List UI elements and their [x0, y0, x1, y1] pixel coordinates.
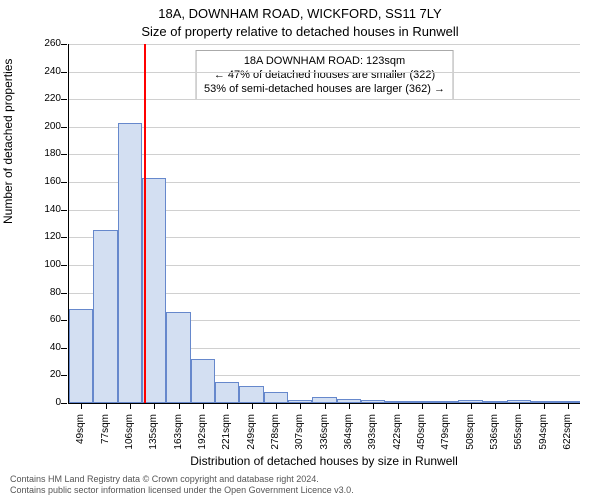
x-tick: [81, 403, 82, 409]
y-tick-label: 100: [25, 260, 61, 270]
x-tick: [154, 403, 155, 409]
x-tick-label: 163sqm: [174, 414, 184, 450]
x-tick-label: 249sqm: [247, 414, 257, 450]
x-tick-label: 106sqm: [125, 414, 135, 450]
reference-line: [144, 44, 146, 403]
y-tick-label: 260: [25, 39, 61, 49]
footer-line: Contains public sector information licen…: [10, 485, 590, 496]
y-tick: [61, 44, 67, 45]
x-tick-label: 135sqm: [149, 414, 159, 450]
y-tick: [61, 265, 67, 266]
y-tick: [61, 99, 67, 100]
x-tick: [519, 403, 520, 409]
x-tick-label: 336sqm: [320, 414, 330, 450]
info-box: 18A DOWNHAM ROAD: 123sqm ← 47% of detach…: [195, 50, 454, 100]
histogram-bar: [69, 309, 93, 403]
x-tick: [422, 403, 423, 409]
x-tick-label: 450sqm: [417, 414, 427, 450]
x-tick: [495, 403, 496, 409]
y-tick: [61, 293, 67, 294]
x-tick-label: 508sqm: [466, 414, 476, 450]
x-tick: [471, 403, 472, 409]
info-line: 53% of semi-detached houses are larger (…: [204, 82, 445, 96]
page-title-line2: Size of property relative to detached ho…: [0, 24, 600, 39]
y-tick: [61, 348, 67, 349]
histogram-bar: [93, 230, 117, 403]
x-tick-label: 221sqm: [222, 414, 232, 450]
x-tick-label: 422sqm: [393, 414, 403, 450]
y-tick: [61, 210, 67, 211]
x-tick: [349, 403, 350, 409]
x-tick: [568, 403, 569, 409]
y-tick: [61, 375, 67, 376]
y-tick-label: 160: [25, 177, 61, 187]
x-tick: [179, 403, 180, 409]
y-tick-label: 140: [25, 205, 61, 215]
y-axis-title: Number of detached properties: [1, 59, 15, 224]
y-tick: [61, 403, 67, 404]
info-line: 18A DOWNHAM ROAD: 123sqm: [204, 54, 445, 68]
y-tick: [61, 154, 67, 155]
info-line: ← 47% of detached houses are smaller (32…: [204, 68, 445, 82]
x-tick-label: 364sqm: [344, 414, 354, 450]
histogram-bar: [215, 382, 239, 403]
x-tick: [544, 403, 545, 409]
x-tick: [373, 403, 374, 409]
x-tick: [130, 403, 131, 409]
x-axis-title: Distribution of detached houses by size …: [68, 454, 580, 468]
histogram-bar: [264, 392, 288, 403]
y-tick: [61, 237, 67, 238]
x-tick-label: 479sqm: [441, 414, 451, 450]
y-tick-label: 20: [25, 370, 61, 380]
y-tick-label: 120: [25, 232, 61, 242]
x-tick: [227, 403, 228, 409]
histogram-bar: [166, 312, 190, 403]
x-tick-label: 536sqm: [490, 414, 500, 450]
histogram-bar: [239, 386, 263, 403]
x-tick-label: 622sqm: [563, 414, 573, 450]
x-tick: [106, 403, 107, 409]
y-tick-label: 180: [25, 149, 61, 159]
y-tick-label: 80: [25, 288, 61, 298]
page-title-line1: 18A, DOWNHAM ROAD, WICKFORD, SS11 7LY: [0, 6, 600, 21]
y-tick-label: 60: [25, 315, 61, 325]
chart-container: 18A, DOWNHAM ROAD, WICKFORD, SS11 7LY Si…: [0, 0, 600, 500]
histogram-bar: [118, 123, 142, 403]
plot-area: 18A DOWNHAM ROAD: 123sqm ← 47% of detach…: [68, 44, 580, 404]
x-tick-label: 278sqm: [271, 414, 281, 450]
y-tick: [61, 320, 67, 321]
x-tick-label: 393sqm: [368, 414, 378, 450]
x-tick-label: 307sqm: [295, 414, 305, 450]
x-tick: [325, 403, 326, 409]
x-tick-label: 77sqm: [101, 414, 111, 444]
x-tick: [252, 403, 253, 409]
histogram-bar: [191, 359, 215, 403]
y-tick-label: 240: [25, 67, 61, 77]
footer-line: Contains HM Land Registry data © Crown c…: [10, 474, 590, 485]
x-tick-label: 49sqm: [76, 414, 86, 444]
y-tick-label: 200: [25, 122, 61, 132]
y-tick-label: 40: [25, 343, 61, 353]
y-tick: [61, 182, 67, 183]
y-tick-label: 0: [25, 398, 61, 408]
footer: Contains HM Land Registry data © Crown c…: [10, 474, 590, 496]
x-tick: [276, 403, 277, 409]
x-tick-label: 594sqm: [539, 414, 549, 450]
y-tick: [61, 72, 67, 73]
x-tick: [300, 403, 301, 409]
x-tick-label: 565sqm: [514, 414, 524, 450]
x-tick: [203, 403, 204, 409]
x-tick: [398, 403, 399, 409]
x-tick: [446, 403, 447, 409]
y-tick-label: 220: [25, 94, 61, 104]
y-tick: [61, 127, 67, 128]
x-tick-label: 192sqm: [198, 414, 208, 450]
